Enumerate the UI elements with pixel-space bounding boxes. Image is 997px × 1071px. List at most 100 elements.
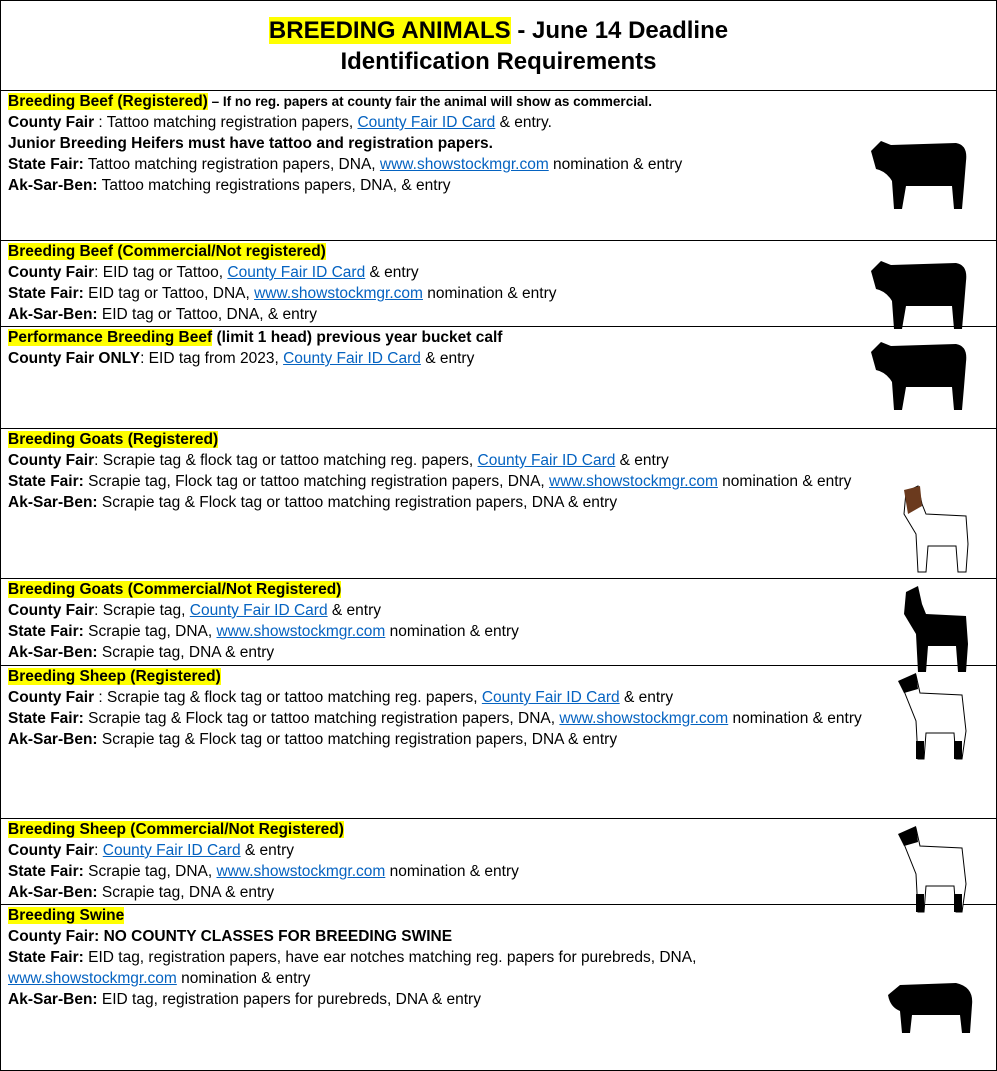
text-run: - June 14 Deadline (510, 17, 729, 44)
text-run: : EID tag or Tattoo, (94, 264, 228, 281)
text-run: & entry (365, 264, 419, 281)
requirement-line: State Fair: EID tag or Tattoo, DNA, www.… (8, 283, 866, 304)
animal-icon (866, 251, 976, 337)
requirement-line: County Fair : Tattoo matching registrati… (8, 112, 866, 133)
text-run: Ak-Sar-Ben: (8, 644, 98, 661)
requirement-line: County Fair: Scrapie tag, County Fair ID… (8, 600, 866, 621)
section: Breeding Sheep (Commercial/Not Registere… (1, 819, 996, 913)
text-run: Scrapie tag, DNA, (83, 623, 217, 640)
requirement-line: State Fair: EID tag, registration papers… (8, 947, 866, 989)
link[interactable]: County Fair ID Card (357, 114, 496, 131)
section-heading: Performance Breeding Beef (limit 1 head)… (8, 327, 866, 348)
text-run: State Fair: (8, 949, 84, 966)
text-run: Ak-Sar-Ben: (8, 306, 98, 323)
text-run: & entry. (495, 114, 552, 131)
text-run: Scrapie tag & Flock tag or tattoo matchi… (97, 494, 618, 511)
text-run: : EID tag from 2023, (140, 350, 284, 367)
requirement-line: Ak-Sar-Ben: EID tag or Tattoo, DNA, & en… (8, 304, 866, 325)
requirement-line: Ak-Sar-Ben: Scrapie tag, DNA & entry (8, 882, 866, 903)
text-run: & entry (615, 452, 669, 469)
section-heading: Breeding Sheep (Registered) (8, 666, 866, 687)
subtitle: Identification Requirements (340, 48, 657, 75)
text-run: Scrapie tag & Flock tag or tattoo matchi… (83, 710, 560, 727)
link[interactable]: County Fair ID Card (102, 842, 241, 859)
requirement-line: Ak-Sar-Ben: EID tag, registration papers… (8, 989, 866, 1010)
text-run: Scrapie tag & Flock tag or tattoo matchi… (97, 731, 618, 748)
text-run: & entry (420, 350, 475, 367)
section: Breeding Beef (Registered) – If no reg. … (1, 91, 996, 241)
text-run: State Fair: (8, 623, 84, 640)
text-run: Breeding Goats (Commercial/Not Registere… (8, 581, 342, 598)
requirement-line: County Fair: EID tag or Tattoo, County F… (8, 262, 866, 283)
text-run: Ak-Sar-Ben: (8, 494, 98, 511)
text-run: nomination & entry (176, 970, 311, 987)
section-heading: Breeding Swine (8, 905, 866, 926)
text-run: EID tag, registration papers for purebre… (97, 991, 481, 1008)
link[interactable]: County Fair ID Card (189, 602, 328, 619)
text-run: County Fair (8, 602, 95, 619)
link[interactable]: www.showstockmgr.com (8, 970, 177, 987)
link[interactable]: County Fair ID Card (477, 452, 616, 469)
link[interactable]: www.showstockmgr.com (559, 710, 729, 727)
section: Breeding Swine County Fair: NO COUNTY CLA… (1, 905, 996, 1068)
title: BREEDING ANIMALS - June 14 Deadline (1, 15, 996, 46)
link[interactable]: County Fair ID Card (283, 350, 421, 367)
animal-icon (896, 584, 976, 680)
link[interactable]: www.showstockmgr.com (549, 473, 718, 490)
text-run: Junior Breeding Heifers must have tattoo… (8, 135, 493, 152)
text-run: EID tag, registration papers, have ear n… (83, 949, 701, 966)
text-run: BREEDING ANIMALS (268, 17, 511, 44)
text-run: Performance Breeding Beef (8, 329, 213, 346)
text-run: : (94, 842, 103, 859)
requirement-line: County Fair: County Fair ID Card & entry (8, 840, 866, 861)
text-run: County Fair (8, 264, 95, 281)
text-run: County Fair (8, 689, 95, 706)
text-run: nomination & entry (385, 863, 519, 880)
text-run: : Tattoo matching registration papers, (94, 114, 358, 131)
requirement-line: County Fair: Scrapie tag & flock tag or … (8, 450, 866, 471)
text-run: Ak-Sar-Ben: (8, 731, 98, 748)
animal-icon (886, 975, 976, 1041)
header: BREEDING ANIMALS - June 14 Deadline Iden… (1, 1, 996, 91)
text-run: (Commercial/Not registered) (113, 243, 326, 260)
text-run: County Fair: NO COUNTY CLASSES FOR BREED… (8, 928, 453, 945)
animal-icon (896, 671, 976, 767)
text-run: nomination & entry (422, 285, 557, 302)
text-run: EID tag or Tattoo, DNA, (83, 285, 255, 302)
link[interactable]: County Fair ID Card (481, 689, 620, 706)
text-run: Ak-Sar-Ben: (8, 991, 98, 1008)
requirement-line: County Fair: NO COUNTY CLASSES FOR BREED… (8, 926, 866, 947)
text-run: & entry (240, 842, 294, 859)
requirement-line: State Fair: Scrapie tag, DNA, www.showst… (8, 621, 866, 642)
text-run: State Fair: (8, 863, 84, 880)
link[interactable]: www.showstockmgr.com (216, 863, 386, 880)
text-run: Scrapie tag, DNA & entry (97, 644, 275, 661)
text-run: nomination & entry (717, 473, 852, 490)
section-heading: Breeding Goats (Registered) (8, 429, 866, 450)
text-run: Tattoo matching registration papers, DNA… (83, 156, 380, 173)
link[interactable]: www.showstockmgr.com (254, 285, 423, 302)
section-heading: Breeding Goats (Commercial/Not Registere… (8, 579, 866, 600)
requirement-line: State Fair: Scrapie tag & Flock tag or t… (8, 708, 866, 729)
requirement-line: Ak-Sar-Ben: Scrapie tag, DNA & entry (8, 642, 866, 663)
text-run: State Fair: (8, 285, 84, 302)
text-run: Breeding Sheep (Commercial/Not Registere… (8, 821, 344, 838)
link[interactable]: County Fair ID Card (227, 264, 366, 281)
text-run: : Scrapie tag, (94, 602, 190, 619)
requirement-line: Ak-Sar-Ben: Scrapie tag & Flock tag or t… (8, 729, 866, 750)
requirement-line: County Fair ONLY: EID tag from 2023, Cou… (8, 348, 866, 369)
requirement-line: State Fair: Scrapie tag, DNA, www.showst… (8, 861, 866, 882)
section: Breeding Goats (Registered) County Fair: … (1, 429, 996, 579)
animal-icon (896, 484, 976, 580)
requirement-line: State Fair: Tattoo matching registration… (8, 154, 866, 175)
text-run: Ak-Sar-Ben: (8, 177, 98, 194)
link[interactable]: www.showstockmgr.com (379, 156, 549, 173)
section: Performance Breeding Beef (limit 1 head)… (1, 327, 996, 429)
text-run: Tattoo matching registrations papers, DN… (97, 177, 451, 194)
text-run: Breeding Beef (Registered) (8, 93, 208, 110)
section: Breeding Goats (Commercial/Not Registere… (1, 579, 996, 672)
link[interactable]: www.showstockmgr.com (216, 623, 386, 640)
text-run: State Fair: (8, 710, 84, 727)
text-run: EID tag or Tattoo, DNA, & entry (97, 306, 317, 323)
text-run: State Fair: (8, 473, 84, 490)
